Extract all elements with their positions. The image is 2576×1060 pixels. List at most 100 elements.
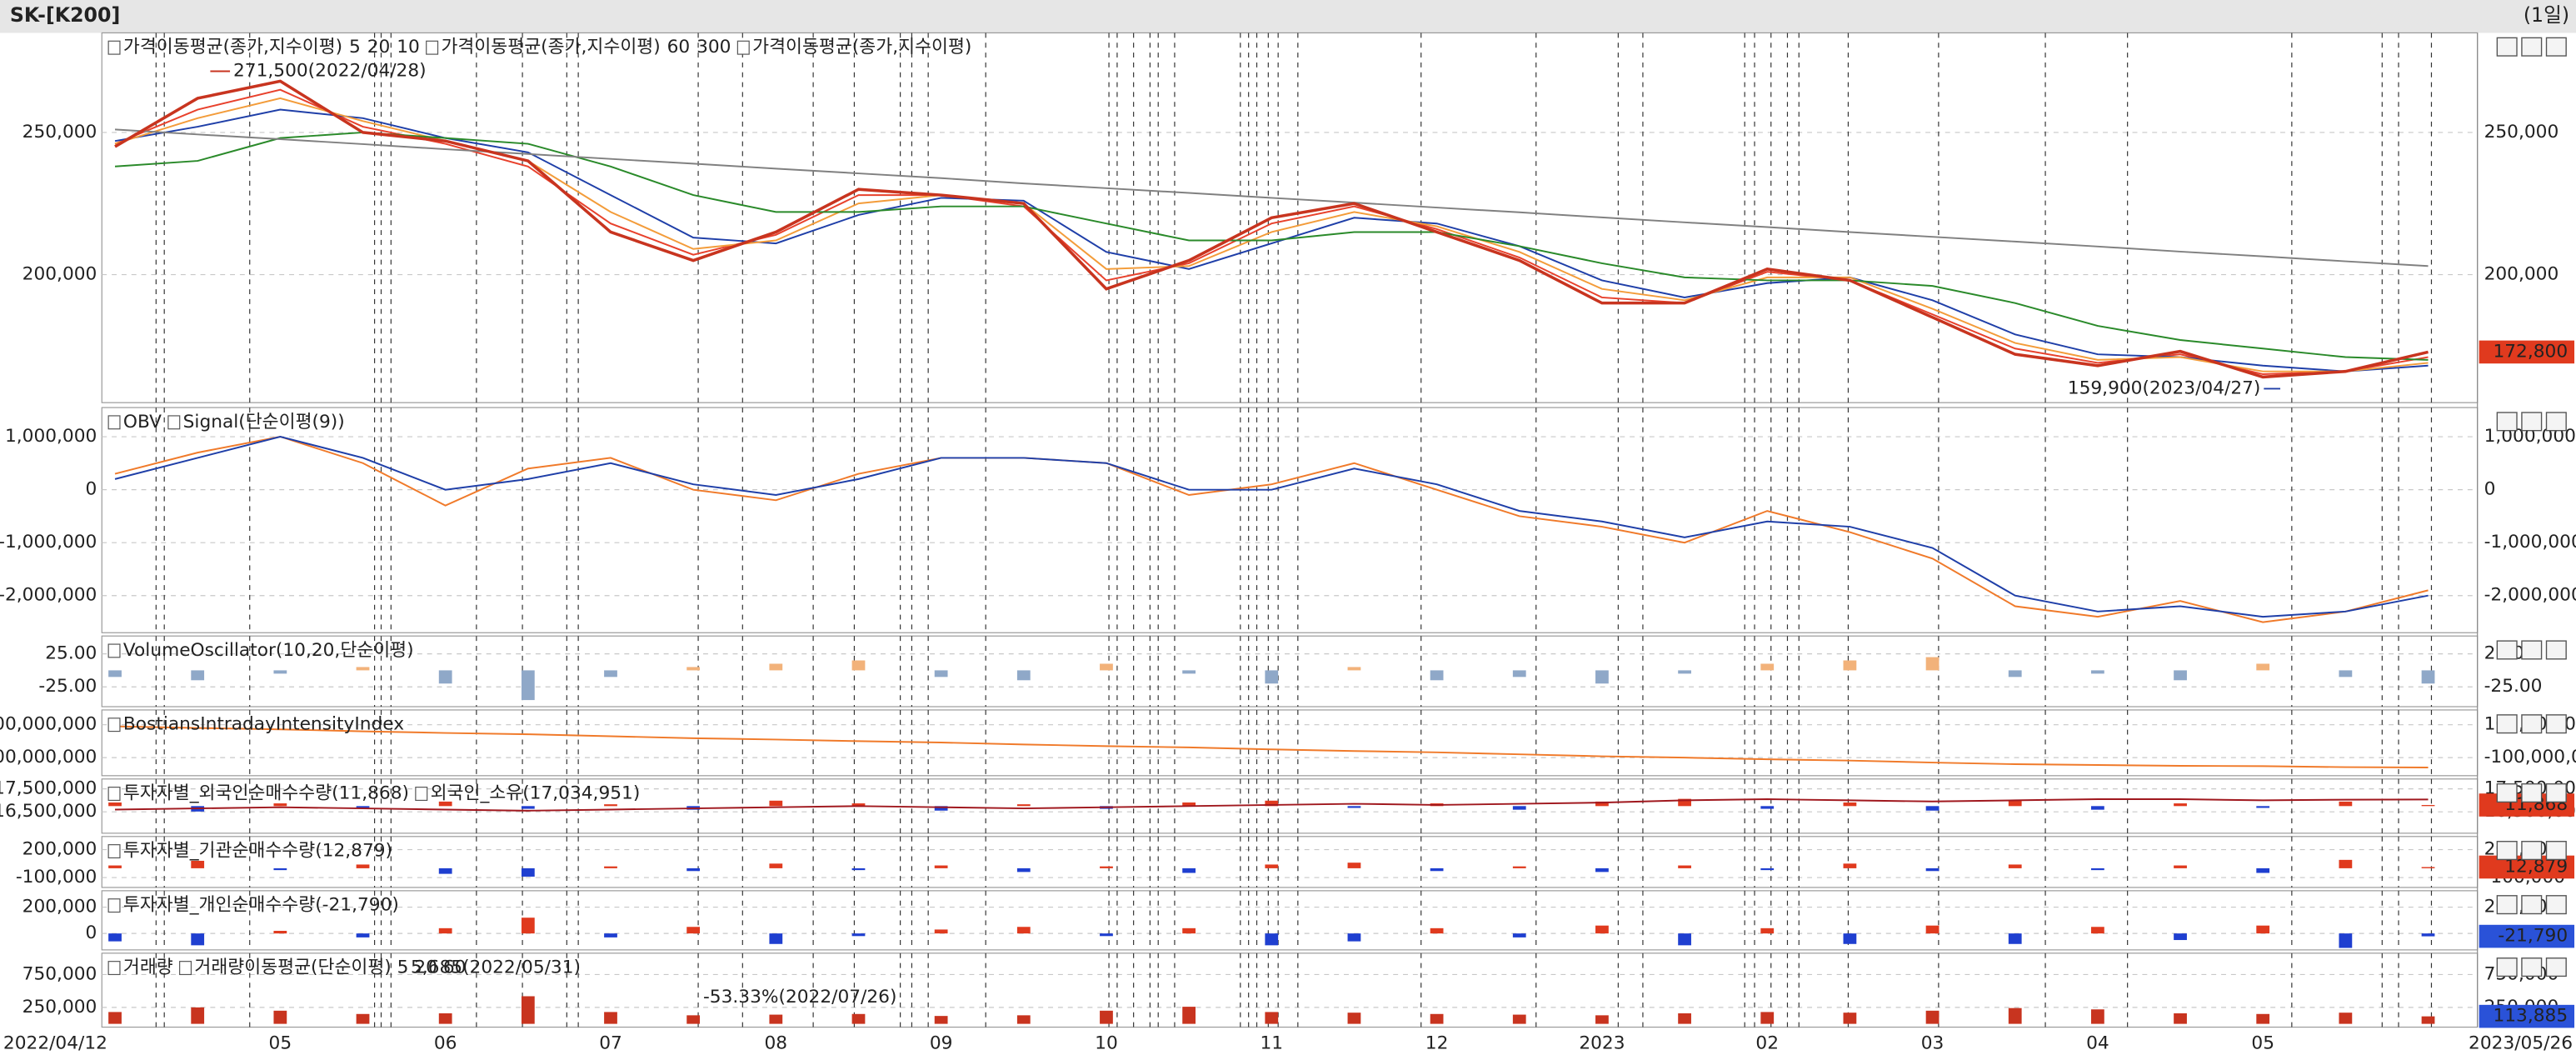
y-tick-label: 200,000 xyxy=(22,897,97,918)
bar xyxy=(1100,1010,1113,1024)
last-value-box xyxy=(2479,924,2575,948)
panel-button[interactable] xyxy=(2496,37,2518,57)
legend-box xyxy=(167,415,181,430)
bar xyxy=(1430,868,1444,872)
bar xyxy=(604,670,617,678)
bar xyxy=(2174,803,2187,807)
legend-box xyxy=(107,643,121,658)
bar xyxy=(438,1012,452,1024)
legend-text: 20 xyxy=(367,37,391,58)
bar xyxy=(769,863,783,868)
panel-button[interactable] xyxy=(2545,412,2567,432)
bar xyxy=(1925,657,1939,671)
panel-button[interactable] xyxy=(2496,640,2518,660)
bar xyxy=(521,868,535,877)
series-line xyxy=(115,725,2429,768)
bar xyxy=(769,1014,783,1024)
bar xyxy=(273,868,287,871)
bar xyxy=(769,800,783,807)
legend-text: VolumeOscillator(10,20,단순이평) xyxy=(123,640,414,661)
x-tick-label: 04 xyxy=(2086,1032,2109,1053)
panel-button[interactable] xyxy=(2496,714,2518,734)
bar xyxy=(1843,863,1857,868)
panel-button[interactable] xyxy=(2545,37,2567,57)
panel-button[interactable] xyxy=(2521,895,2543,915)
bar xyxy=(1678,670,1691,674)
panel-button[interactable] xyxy=(2496,782,2518,803)
panel-button[interactable] xyxy=(2521,412,2543,432)
legend-box xyxy=(107,787,121,802)
bar xyxy=(2339,933,2353,948)
bar xyxy=(356,933,370,938)
bar xyxy=(1760,868,1775,871)
panel-button[interactable] xyxy=(2521,841,2543,861)
bar xyxy=(1843,933,1857,944)
bar xyxy=(108,865,122,868)
bar xyxy=(1678,865,1691,868)
bar xyxy=(769,933,783,944)
panel-button[interactable] xyxy=(2545,714,2567,734)
x-tick-label: 02 xyxy=(1755,1032,1779,1053)
panel-button[interactable] xyxy=(2545,895,2567,915)
panel xyxy=(101,836,2479,888)
panel-button[interactable] xyxy=(2521,782,2543,803)
last-value-box xyxy=(2479,1004,2575,1028)
bar xyxy=(934,865,948,868)
series-line xyxy=(114,435,2429,623)
bar xyxy=(273,803,287,807)
panel-button[interactable] xyxy=(2496,958,2518,978)
panel-button[interactable] xyxy=(2545,640,2567,660)
bar xyxy=(851,803,866,807)
bar xyxy=(2339,801,2353,807)
legend-text: BostiansIntradayIntensityIndex xyxy=(123,714,404,735)
bar xyxy=(1595,1015,1609,1024)
panel xyxy=(101,407,2479,633)
bar xyxy=(1265,864,1279,868)
bar xyxy=(851,868,866,871)
panel xyxy=(101,890,2479,951)
panel-button[interactable] xyxy=(2521,37,2543,57)
annotation: 159,900(2023/04/27) xyxy=(2068,378,2261,398)
bar xyxy=(1265,933,1279,946)
panel-button[interactable] xyxy=(2545,782,2567,803)
last-value: -21,790 xyxy=(2498,926,2568,947)
bar xyxy=(2008,670,2022,678)
panel-button[interactable] xyxy=(2521,958,2543,978)
bar xyxy=(356,667,370,671)
y-tick-label: 0 xyxy=(2484,479,2496,500)
bar xyxy=(2008,800,2022,807)
bar xyxy=(604,1012,617,1024)
legend-box xyxy=(107,844,121,859)
x-tick-label: 08 xyxy=(765,1032,788,1053)
panel-button[interactable] xyxy=(2496,841,2518,861)
x-tick-label: 2023/05/26 xyxy=(2469,1032,2573,1053)
bar xyxy=(1182,928,1196,934)
bar xyxy=(2090,670,2104,674)
bar xyxy=(1595,868,1609,872)
bar xyxy=(1100,866,1113,868)
bar xyxy=(1512,670,1526,678)
panel-button[interactable] xyxy=(2545,841,2567,861)
panel-button[interactable] xyxy=(2545,958,2567,978)
panel-button[interactable] xyxy=(2496,412,2518,432)
y-tick-label: 250,000 xyxy=(2484,122,2559,142)
bar xyxy=(356,806,370,808)
panel-button[interactable] xyxy=(2496,895,2518,915)
bar xyxy=(2256,1013,2270,1024)
bar xyxy=(1100,933,1113,937)
panel-button[interactable] xyxy=(2521,714,2543,734)
bar xyxy=(1430,670,1444,681)
legend-text: 거래량 xyxy=(123,958,173,978)
bar xyxy=(2174,933,2187,941)
annotation: 271,500(2022/04/28) xyxy=(233,61,427,82)
legend-box xyxy=(415,787,428,802)
period[interactable]: (1일) xyxy=(2524,3,2569,27)
bar xyxy=(1347,667,1361,671)
bar xyxy=(191,1007,205,1024)
y-tick-label: -100,000,000 xyxy=(2484,747,2576,768)
last-value-box xyxy=(2479,340,2575,364)
bar xyxy=(604,933,617,938)
panel-button[interactable] xyxy=(2521,640,2543,660)
bar xyxy=(108,933,122,942)
